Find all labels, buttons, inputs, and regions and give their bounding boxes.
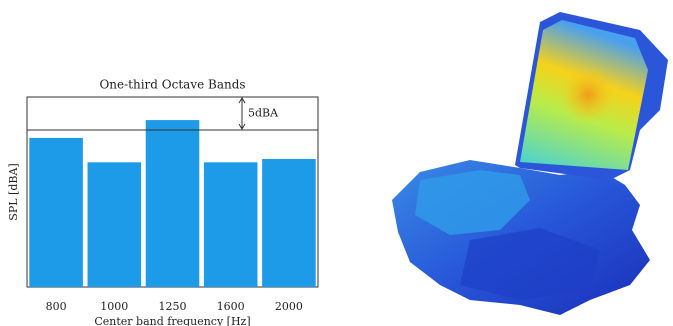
bar bbox=[262, 159, 316, 287]
annotation-label: 5dBA bbox=[248, 106, 279, 119]
bar bbox=[87, 162, 142, 287]
x-tick-label: 1250 bbox=[159, 300, 187, 313]
x-axis-label: Center band frequency [Hz] bbox=[94, 315, 250, 326]
bar bbox=[145, 120, 200, 288]
bar bbox=[29, 137, 83, 287]
x-tick-label: 800 bbox=[46, 300, 67, 313]
x-tick-label: 1000 bbox=[100, 300, 128, 313]
arrow-head bbox=[238, 97, 246, 104]
x-tick-label: 2000 bbox=[275, 300, 303, 313]
x-tick-label: 1600 bbox=[217, 300, 245, 313]
bar bbox=[203, 162, 258, 287]
y-axis-label: SPL [dBA] bbox=[7, 163, 20, 220]
rendering bbox=[392, 12, 668, 315]
arrow-head bbox=[238, 123, 246, 130]
chart-title: One-third Octave Bands bbox=[99, 78, 245, 92]
